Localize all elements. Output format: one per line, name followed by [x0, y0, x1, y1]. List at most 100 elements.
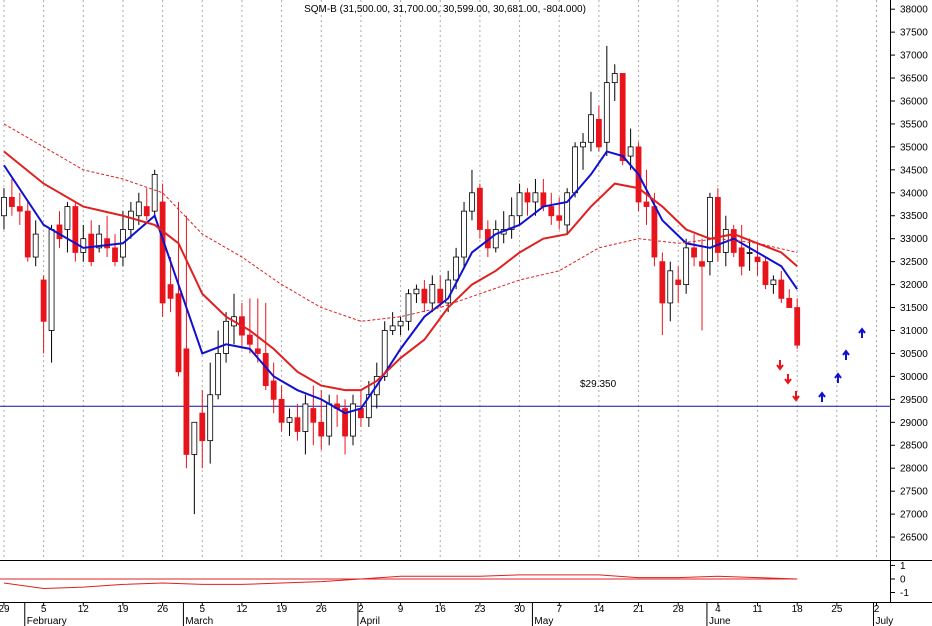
candle-body	[294, 417, 301, 432]
month-label: June	[709, 616, 731, 626]
x-tick-label: 16	[435, 604, 447, 615]
candle-body	[643, 201, 650, 207]
candle-body	[199, 412, 206, 442]
y-tick-label: 37000	[900, 51, 928, 62]
candle-body	[595, 118, 602, 148]
x-tick-label: 9	[398, 604, 404, 615]
moving-average	[3, 123, 798, 322]
candle-body	[175, 293, 182, 373]
candle-body	[548, 206, 555, 217]
candle-body	[56, 224, 63, 240]
month-label: February	[27, 616, 67, 626]
down-arrow	[776, 360, 784, 371]
candle-body	[191, 421, 198, 455]
indicator-tick-label: -1	[900, 588, 909, 599]
candle-body	[254, 348, 261, 354]
candle-body	[112, 247, 118, 263]
x-tick-label: 19	[276, 604, 288, 615]
candle-body	[183, 348, 190, 455]
month-label: March	[185, 616, 213, 626]
candle-body	[207, 394, 214, 442]
candle-body	[746, 252, 753, 254]
x-tick-label: 29	[0, 604, 10, 615]
up-arrow	[834, 372, 842, 383]
candle-body	[80, 238, 87, 253]
candle-body	[389, 325, 396, 331]
y-tick-label: 30500	[900, 349, 928, 360]
y-tick-label: 36500	[900, 74, 928, 85]
candle-body	[667, 270, 674, 304]
candle-body	[421, 288, 428, 304]
up-arrow	[818, 391, 826, 402]
candle-body	[1, 196, 7, 217]
month-label: May	[534, 616, 553, 626]
candle-body	[572, 146, 578, 194]
candle-body	[159, 201, 166, 304]
candle-body	[516, 192, 523, 217]
candle-body	[167, 284, 174, 299]
candle-body	[48, 229, 55, 331]
candle-body	[794, 307, 801, 346]
candle-body	[532, 192, 539, 203]
candle-body	[326, 403, 333, 437]
candle-body	[675, 279, 682, 285]
candle-body	[342, 408, 348, 437]
candle-body	[683, 247, 690, 285]
candle-body	[754, 256, 761, 263]
moving-average	[3, 150, 799, 415]
indicator-tick-label: 0	[900, 574, 906, 585]
chart-title: SQM-B (31,500.00, 31,700.00, 30,599.00, …	[304, 4, 586, 15]
candle-body	[786, 297, 793, 308]
candle-body	[540, 192, 547, 207]
y-tick-label: 32500	[900, 257, 928, 268]
candle-body	[588, 114, 594, 143]
y-tick-label: 35500	[900, 119, 928, 130]
candle-body	[477, 187, 483, 230]
x-tick-label: 12	[78, 604, 90, 615]
down-arrow	[792, 391, 800, 402]
candle-body	[778, 279, 785, 299]
candle-body	[405, 293, 412, 322]
x-tick-label: 5	[199, 604, 205, 615]
candle-body	[223, 320, 229, 354]
candle-body	[659, 261, 666, 304]
candle-body	[302, 403, 309, 432]
candle-body	[318, 421, 325, 437]
candle-body	[72, 206, 79, 253]
candle-body	[699, 261, 705, 267]
candle-body	[96, 233, 103, 249]
x-tick-label: 18	[792, 604, 804, 615]
y-tick-label: 32000	[900, 280, 928, 291]
candle-body	[40, 279, 47, 322]
x-tick-label: 21	[633, 604, 645, 615]
candle-body	[413, 288, 420, 295]
candle-body	[461, 210, 467, 258]
candle-body	[453, 256, 460, 281]
x-tick-label: 25	[831, 604, 843, 615]
candle-body	[24, 210, 31, 258]
candle-body	[770, 279, 777, 285]
candle-body	[104, 238, 110, 249]
candle-body	[151, 174, 158, 212]
candle-body	[651, 206, 658, 258]
signal-arrows	[776, 327, 866, 402]
y-tick-label: 31500	[900, 303, 928, 314]
candle-body	[246, 334, 253, 345]
candle-body	[707, 196, 713, 263]
candle-body	[691, 247, 697, 258]
candle-body	[738, 247, 745, 267]
y-tick-label: 37500	[900, 28, 928, 39]
candle-body	[611, 73, 618, 84]
candle-body	[381, 330, 388, 377]
candle-body	[286, 417, 293, 423]
x-tick-label: 4	[715, 604, 721, 615]
y-tick-label: 31000	[900, 326, 928, 337]
candle-body	[619, 73, 626, 162]
y-tick-label: 38000	[900, 5, 928, 16]
x-tick-label: 19	[117, 604, 129, 615]
y-tick-label: 27000	[900, 510, 928, 521]
y-tick-label: 27500	[900, 487, 928, 498]
candle-body	[16, 206, 23, 212]
y-tick-label: 35000	[900, 142, 928, 153]
